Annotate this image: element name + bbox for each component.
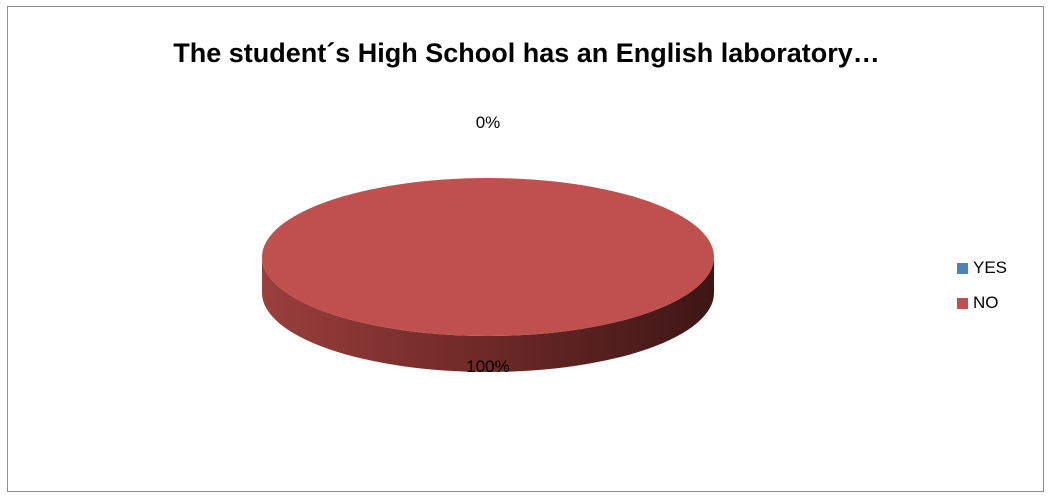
chart-title: The student´s High School has an English…: [173, 38, 880, 68]
data-label-no: 100%: [466, 357, 509, 376]
pie-slice-no: [262, 178, 714, 336]
legend-item-yes: YES: [957, 258, 1007, 278]
legend-swatch-no: [957, 297, 968, 309]
pie-group: [262, 178, 714, 372]
legend-label-yes: YES: [973, 258, 1008, 277]
legend-label-no: NO: [973, 293, 999, 312]
pie-side: [262, 257, 714, 372]
legend: YES NO: [957, 258, 1007, 328]
legend-swatch-yes: [957, 262, 968, 274]
data-label-yes: 0%: [476, 113, 501, 132]
legend-item-no: NO: [957, 293, 1007, 313]
